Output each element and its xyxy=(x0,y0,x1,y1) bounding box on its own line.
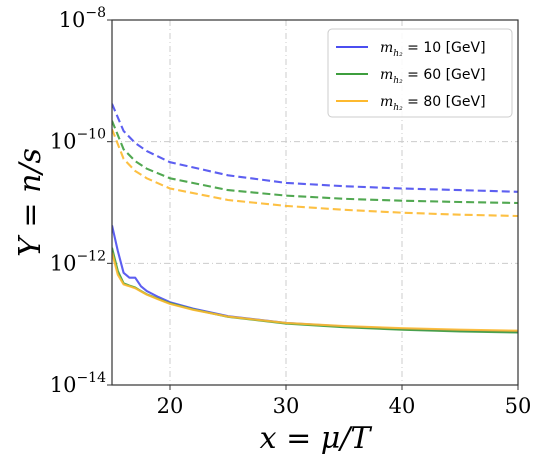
plot-frame xyxy=(111,19,519,386)
y-tick-exponent: −14 xyxy=(76,370,106,386)
series-line-m10-dashed xyxy=(112,103,518,193)
y-tick-label: 10−12 xyxy=(50,248,106,275)
legend-label-m80: mh₂ = 80 [GeV] xyxy=(380,94,486,113)
x-tick-label: 40 xyxy=(389,394,416,418)
legend-unit: [GeV] xyxy=(446,40,486,56)
x-tick-label: 30 xyxy=(273,394,300,418)
series-line-m80-dashed xyxy=(112,128,518,218)
y-tick-exponent: −8 xyxy=(85,5,106,21)
x-axis-label: x = μ/T xyxy=(260,421,373,456)
y-tick-label: 10−8 xyxy=(59,5,106,32)
legend-symbol: m xyxy=(380,40,393,56)
y-tick-base: 10 xyxy=(59,8,86,32)
series-layer xyxy=(112,103,518,334)
legend-label-m10: mh₂ = 10 [GeV] xyxy=(380,40,486,59)
legend-value: = 80 xyxy=(403,94,446,110)
x-tick-label: 50 xyxy=(505,394,532,418)
y-tick-base: 10 xyxy=(50,251,77,275)
legend-box xyxy=(327,28,513,118)
legend-label-m60: mh₂ = 60 [GeV] xyxy=(380,67,486,86)
legend-subscript: h₂ xyxy=(393,76,403,86)
x-tick-label: 20 xyxy=(157,394,184,418)
legend-subscript: h₂ xyxy=(393,103,403,113)
legend: mh₂ = 10 [GeV]mh₂ = 60 [GeV]mh₂ = 80 [Ge… xyxy=(327,28,513,118)
y-tick-exponent: −10 xyxy=(76,127,106,143)
legend-unit: [GeV] xyxy=(446,94,486,110)
series-line-m60-dashed xyxy=(112,120,518,205)
y-axis-label: Y = n/s xyxy=(13,148,48,257)
y-tick-label: 10−10 xyxy=(50,127,106,154)
legend-symbol: m xyxy=(380,67,393,83)
y-tick-base: 10 xyxy=(50,130,77,154)
y-tick-label: 10−14 xyxy=(50,370,106,397)
y-tick-exponent: −12 xyxy=(76,248,106,264)
legend-subscript: h₂ xyxy=(393,49,403,59)
legend-unit: [GeV] xyxy=(446,67,486,83)
legend-value: = 10 xyxy=(403,40,446,56)
series-line-m80-solid xyxy=(112,252,518,332)
y-tick-base: 10 xyxy=(50,373,77,397)
series-group xyxy=(112,103,518,334)
legend-symbol: m xyxy=(380,94,393,110)
legend-value: = 60 xyxy=(403,67,446,83)
